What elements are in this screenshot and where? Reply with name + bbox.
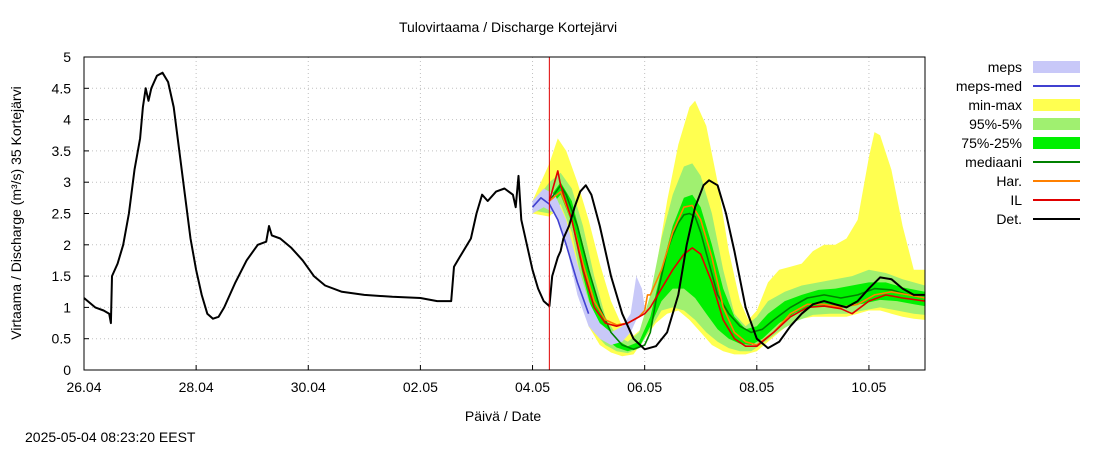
- x-tick-labels: 26.04 28.04 30.04 02.05 04.05 06.05 08.05 10.05: [66, 365, 887, 395]
- y-tick-label: 2.5: [52, 206, 72, 222]
- x-tick-label: 10.05: [851, 379, 886, 395]
- x-axis-label: Päivä / Date: [465, 408, 541, 424]
- y-tick-label: 0: [63, 362, 71, 378]
- x-tick-label: 30.04: [291, 379, 326, 395]
- x-tick-label: 26.04: [66, 379, 101, 395]
- legend-label: 95%-5%: [969, 116, 1022, 132]
- legend-swatch: [1033, 118, 1080, 130]
- x-tick-label: 08.05: [739, 379, 774, 395]
- series-det: [83, 71, 925, 351]
- series-il: [548, 170, 926, 348]
- x-tick-label: 28.04: [179, 379, 214, 395]
- y-tick-label: 3: [63, 174, 71, 190]
- y-tick-label: 5: [63, 49, 71, 65]
- series-har: [548, 190, 926, 346]
- y-tick-label: 4: [63, 112, 71, 128]
- legend-label: min-max: [968, 97, 1022, 113]
- y-tick-label: 0.5: [52, 331, 72, 347]
- lines-layer: [83, 71, 926, 351]
- legend-label: 75%-25%: [961, 135, 1022, 151]
- legend-label: Har.: [996, 173, 1022, 189]
- x-tick-label: 04.05: [515, 379, 550, 395]
- series-meps-med: [531, 197, 590, 314]
- x-tick-label: 06.05: [627, 379, 662, 395]
- chart-title: Tulovirtaama / Discharge Kortejärvi: [399, 19, 617, 35]
- timestamp: 2025-05-04 08:23:20 EEST: [25, 429, 196, 445]
- legend-label: meps-med: [956, 78, 1022, 94]
- y-tick-label: 1.5: [52, 268, 72, 284]
- legend-label: mediaani: [965, 154, 1022, 170]
- series-mediaani: [548, 184, 926, 351]
- legend: meps meps-med min-max 95%-5% 75%-25% mediaani…: [956, 59, 1080, 227]
- x-tick-label: 02.05: [403, 379, 438, 395]
- y-axis-label: Virtaama / Discharge (m³/s) 35 Kortejärv…: [8, 86, 24, 339]
- legend-label: IL: [1010, 192, 1022, 208]
- legend-swatch: [1033, 137, 1080, 149]
- legend-label: Det.: [996, 211, 1022, 227]
- y-tick-labels: 0 0.5 1 1.5 2 2.5 3 3.5 4 4.5 5: [52, 49, 89, 378]
- y-tick-label: 3.5: [52, 143, 72, 159]
- y-tick-label: 4.5: [52, 80, 72, 96]
- legend-swatch: [1033, 99, 1080, 111]
- legend-label: meps: [988, 59, 1022, 75]
- y-tick-label: 1: [63, 299, 71, 315]
- y-tick-label: 2: [63, 237, 71, 253]
- legend-swatch: [1033, 61, 1080, 73]
